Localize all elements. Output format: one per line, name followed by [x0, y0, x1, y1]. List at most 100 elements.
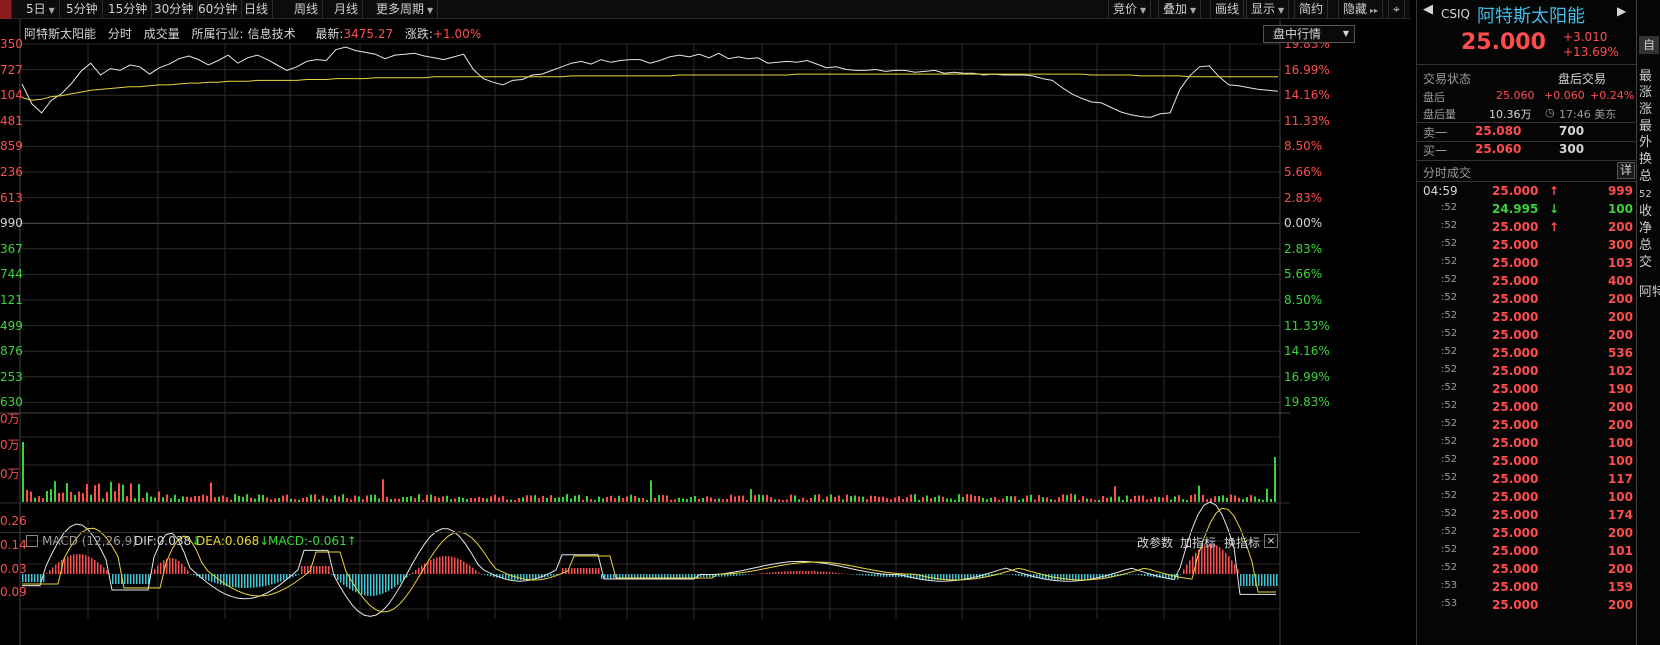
volume-bar: [866, 499, 868, 502]
period-tab-0[interactable]: [0, 0, 12, 19]
volume-bar: [362, 499, 364, 502]
macd-histogram-bar: [1084, 574, 1086, 580]
volume-bar: [1158, 497, 1160, 502]
volume-bar: [1094, 499, 1096, 502]
arrow-down-icon: ↓: [1549, 202, 1560, 216]
after-hours-change: +0.060: [1544, 89, 1585, 102]
period-tab-5[interactable]: 60分钟: [194, 0, 243, 19]
period-tab-9[interactable]: 更多周期 ▼: [372, 0, 439, 19]
latest-value: 3475.27: [343, 27, 394, 41]
tick-price: 25.000: [1492, 436, 1539, 450]
volume-bar: [242, 496, 244, 502]
toolbar-button-4[interactable]: 简约: [1294, 0, 1329, 19]
macd-histogram-bar: [859, 574, 861, 576]
volume-bar: [610, 495, 612, 502]
volume-bar: [1202, 494, 1204, 502]
macd-histogram-bar: [208, 574, 210, 581]
volume-bar: [906, 497, 908, 502]
macd-histogram-bar: [148, 574, 150, 584]
volume-bar: [334, 495, 336, 502]
volume-bar: [310, 494, 312, 502]
period-tab-label: 15分钟: [108, 2, 148, 16]
period-tab-1[interactable]: 5日 ▼: [22, 0, 60, 19]
period-tab-2[interactable]: 5分钟: [62, 0, 103, 19]
tick-price: 25.000: [1492, 526, 1539, 540]
macd-histogram-bar: [451, 556, 453, 574]
macd-histogram-bar: [328, 566, 330, 574]
tick-price: 25.000: [1492, 220, 1539, 234]
volume-bar: [450, 499, 452, 502]
edge-button[interactable]: 自: [1639, 36, 1659, 54]
macd-histogram-bar: [1033, 574, 1035, 578]
volume-bar: [1010, 496, 1012, 502]
tick-time: :52: [1441, 346, 1458, 357]
volume-bar: [662, 495, 664, 502]
volume-bar: [722, 499, 724, 502]
macd-histogram-bar: [1003, 574, 1005, 575]
volume-bar: [1066, 495, 1068, 502]
toolbar-button-2[interactable]: 画线: [1210, 0, 1245, 19]
toolbar-button-6[interactable]: ⌖: [1388, 0, 1405, 19]
macd-histogram-bar: [1027, 574, 1029, 578]
volume-axis-tick: 0万: [0, 467, 20, 481]
volume-bar: [398, 498, 400, 502]
volume-bar: [134, 498, 136, 502]
volume-bar: [82, 493, 84, 502]
macd-histogram-bar: [1180, 574, 1182, 575]
macd-histogram-bar: [751, 574, 753, 575]
macd-histogram-bar: [265, 574, 267, 586]
toolbar-button-0[interactable]: 竞价 ▼: [1108, 0, 1152, 19]
toolbar-button-5[interactable]: 隐藏 ▸▸: [1338, 0, 1384, 19]
close-icon[interactable]: ×: [1264, 534, 1278, 548]
macd-histogram-bar: [1168, 574, 1170, 579]
macd-histogram-bar: [142, 574, 144, 584]
volume-bar: [390, 499, 392, 502]
toolbar-button-3[interactable]: 显示 ▼: [1246, 0, 1290, 19]
period-tab-7[interactable]: 周线: [290, 0, 324, 19]
volume-bar: [1242, 499, 1244, 502]
chevron-down-icon: ▼: [1342, 29, 1349, 38]
add-indicator-button[interactable]: 加指标: [1180, 536, 1217, 550]
volume-bar: [114, 491, 116, 502]
macd-histogram-bar: [613, 574, 615, 579]
macd-histogram-bar: [1192, 556, 1194, 574]
tick-price: 25.000: [1492, 472, 1539, 486]
tick-volume: 200: [1607, 598, 1633, 612]
period-tab-4[interactable]: 30分钟: [150, 0, 199, 19]
macd-histogram-bar: [124, 574, 126, 584]
macd-histogram-bar: [1219, 547, 1221, 574]
volume-bar: [586, 496, 588, 502]
volume-bar: [462, 497, 464, 502]
triangle-right-icon[interactable]: ▶: [1617, 4, 1627, 18]
volume-bar: [1274, 457, 1276, 502]
bid-volume: 300: [1559, 142, 1585, 156]
volume-bar: [62, 492, 64, 502]
macd-histogram-bar: [607, 574, 609, 579]
side-column-label: 涨: [1639, 102, 1653, 117]
macd-toggle-icon[interactable]: [26, 535, 38, 547]
switch-indicator-button[interactable]: 换指标: [1224, 536, 1261, 550]
tick-detail-button[interactable]: 详: [1617, 162, 1635, 179]
price-axis-tick: 630: [0, 395, 23, 410]
edit-params-button[interactable]: 改参数: [1137, 536, 1174, 550]
volume-bar: [1198, 485, 1200, 502]
macd-histogram-bar: [220, 574, 222, 585]
macd-histogram-bar: [118, 574, 120, 584]
toolbar-button-label: 简约: [1299, 2, 1324, 16]
quote-time: 17:46 美东: [1559, 108, 1617, 121]
toolbar-button-1[interactable]: 叠加 ▼: [1158, 0, 1202, 19]
period-tab-8[interactable]: 月线: [330, 0, 364, 19]
macd-histogram-bar: [601, 574, 603, 579]
triangle-left-icon[interactable]: ◀: [1423, 2, 1433, 17]
market-mode-select[interactable]: 盘中行情 ▼: [1263, 25, 1355, 43]
macd-histogram-bar: [1270, 574, 1272, 586]
period-tab-3[interactable]: 15分钟: [104, 0, 153, 19]
macd-histogram-bar: [772, 572, 774, 574]
chevron-down-icon: ▼: [1278, 6, 1285, 15]
period-tab-6[interactable]: 日线: [240, 0, 274, 19]
volume-bar: [1214, 496, 1216, 502]
price-axis-tick: 859: [0, 139, 23, 154]
volume-bar: [810, 497, 812, 502]
tick-price: 25.000: [1492, 292, 1539, 306]
volume-bar: [354, 495, 356, 502]
